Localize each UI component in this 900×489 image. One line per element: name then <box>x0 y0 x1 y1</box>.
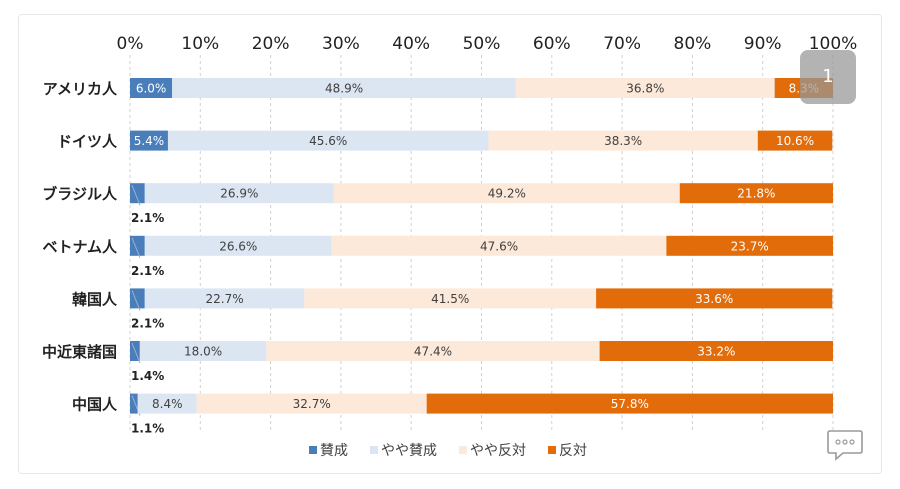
legend-swatch <box>548 446 556 454</box>
data-label: 26.6% <box>219 239 257 253</box>
data-label: 1.4% <box>131 369 164 383</box>
data-label: 22.7% <box>205 292 243 306</box>
bar-segment <box>196 393 427 414</box>
bar-segment <box>130 393 138 414</box>
data-label: 10.6% <box>776 134 814 148</box>
bar-segment <box>172 78 516 98</box>
data-label: 32.7% <box>293 397 331 411</box>
x-tick-label: 0% <box>117 34 144 54</box>
x-tick-label: 40% <box>392 34 430 54</box>
bar-segment <box>130 78 173 98</box>
bar-segment <box>167 130 489 151</box>
data-label: 57.8% <box>611 397 649 411</box>
data-label: 47.6% <box>480 239 518 253</box>
bar-segment <box>144 183 334 204</box>
x-tick-label: 30% <box>322 34 360 54</box>
leader-line <box>131 185 141 206</box>
x-tick-label: 80% <box>674 34 712 54</box>
data-label: 23.7% <box>731 239 769 253</box>
x-tick-label: 90% <box>744 34 782 54</box>
legend-swatch <box>459 446 467 454</box>
data-label: 33.6% <box>695 292 733 306</box>
leader-line <box>131 342 141 364</box>
data-label: 26.9% <box>220 187 258 201</box>
bar-segment <box>139 341 267 361</box>
legend-swatch <box>370 446 378 454</box>
data-label: 36.8% <box>626 82 664 96</box>
category-label: ベトナム人 <box>42 238 118 256</box>
comment-icon[interactable] <box>826 428 864 462</box>
category-label: 中近東諸国 <box>42 343 117 361</box>
leader-line <box>131 290 141 311</box>
bar-segment <box>596 288 833 309</box>
bar-segment <box>130 130 168 151</box>
bar-segment <box>304 288 597 309</box>
data-label: 38.3% <box>604 134 642 148</box>
bar-segment <box>144 235 332 256</box>
data-label: 2.1% <box>131 211 164 225</box>
leader-line <box>131 237 141 258</box>
data-label: 1.1% <box>131 422 164 436</box>
page-number-badge[interactable]: 1 <box>800 50 856 104</box>
category-label: アメリカ人 <box>43 80 118 98</box>
x-tick-label: 60% <box>533 34 571 54</box>
category-label: 中国人 <box>72 396 118 414</box>
bar-segment <box>426 393 833 414</box>
legend-label: 反対 <box>559 443 587 459</box>
legend-label: やや賛成 <box>381 443 437 459</box>
legend-label: やや反対 <box>470 443 526 459</box>
category-label: 韓国人 <box>72 290 118 308</box>
x-tick-label: 10% <box>181 34 219 54</box>
x-tick-label: 20% <box>252 34 290 54</box>
data-label: 18.0% <box>184 345 222 359</box>
bar-segment <box>515 78 775 98</box>
bar-segment <box>144 288 305 309</box>
legend-swatch <box>309 446 317 454</box>
chart-card: 0% 10% 20% 30% 40% 50% 60% 70% 80% 90% 100% アメリカ人 6.… <box>18 14 882 474</box>
x-tick-label: 70% <box>603 34 641 54</box>
bar-segment <box>266 341 600 361</box>
bar-segment <box>599 341 833 361</box>
data-label: 21.8% <box>737 187 775 201</box>
category-label: ドイツ人 <box>57 133 118 151</box>
data-label: 49.2% <box>488 187 526 201</box>
data-label: 45.6% <box>309 134 347 148</box>
legend-label: 賛成 <box>320 443 348 459</box>
bar-segment <box>679 183 833 204</box>
bar-segment <box>488 130 758 151</box>
bar-segment <box>137 393 197 414</box>
data-label: 8.4% <box>152 397 183 411</box>
data-label: 48.9% <box>325 82 363 96</box>
bar-segment <box>333 183 680 204</box>
category-label: ブラジル人 <box>42 185 118 203</box>
bar-segment <box>331 235 667 256</box>
data-label: 6.0% <box>136 82 167 96</box>
data-label: 41.5% <box>431 292 469 306</box>
bar-segment <box>666 235 833 256</box>
data-label: 2.1% <box>131 264 164 278</box>
bar-segment <box>757 130 833 151</box>
data-label: 33.2% <box>697 345 735 359</box>
data-label: 47.4% <box>414 345 452 359</box>
x-tick-label: 100% <box>809 34 858 54</box>
stacked-bar-chart: 0% 10% 20% 30% 40% 50% 60% 70% 80% 90% 100% アメリカ人 6.… <box>42 34 858 459</box>
x-tick-label: 50% <box>463 34 501 54</box>
data-label: 2.1% <box>131 316 164 330</box>
data-label: 5.4% <box>134 134 165 148</box>
